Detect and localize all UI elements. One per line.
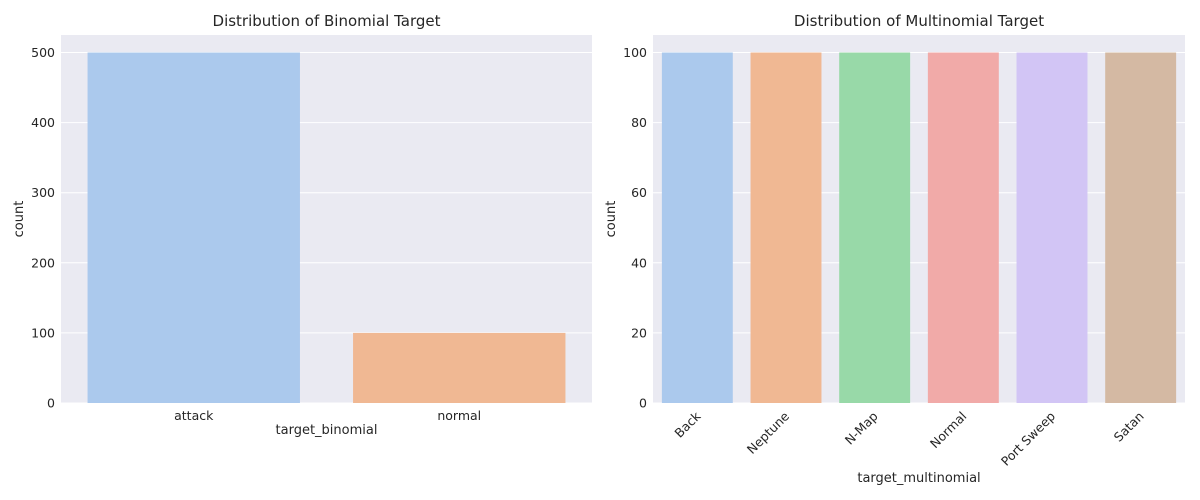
y-tick-label: 300 [31,185,55,200]
chart-1: 0 100 200 300 400 500 attack normal Distribution… [12,12,592,438]
y-tick-label: 20 [631,325,647,340]
x-tick-label: Back [671,408,704,441]
x-axis-label: target_binomial [276,423,378,438]
bar-back [661,52,733,404]
x-tick-label: Normal [927,409,970,452]
x-tick-label: N-Map [842,408,881,447]
y-tick-label: 0 [639,396,647,411]
bar-port-sweep [1016,52,1088,404]
y-tick-label: 100 [623,45,647,60]
chart-2: 0 20 40 60 80 100 Back Neptune N-Map Normal Port S… [604,12,1185,486]
bar-normal [927,52,999,404]
y-tick-label: 60 [631,185,647,200]
chart-title: Distribution of Multinomial Target [794,12,1044,30]
y-tick-label: 80 [631,115,647,130]
y-tick-label: 40 [631,255,647,270]
bar-satan [1105,52,1177,404]
y-tick-label: 0 [47,396,55,411]
bar-neptune [750,52,822,404]
plot-area [653,35,1185,403]
x-tick-label: Satan [1111,409,1147,445]
y-axis-label: count [604,201,619,238]
x-tick-label: Neptune [744,408,793,457]
y-tick-label: 400 [31,115,55,130]
x-axis-label: target_multinomial [857,471,980,486]
y-tick-label: 100 [31,325,55,340]
bar-attack [87,52,300,404]
bar-normal [353,332,566,403]
y-axis-label: count [12,201,27,238]
chart-title: Distribution of Binomial Target [213,12,441,30]
y-tick-label: 200 [31,255,55,270]
bar-n-map [839,52,911,404]
x-tick-label: attack [174,408,214,423]
x-tick-label: normal [437,408,481,423]
x-tick-label: Port Sweep [998,408,1058,468]
y-tick-label: 500 [31,45,55,60]
